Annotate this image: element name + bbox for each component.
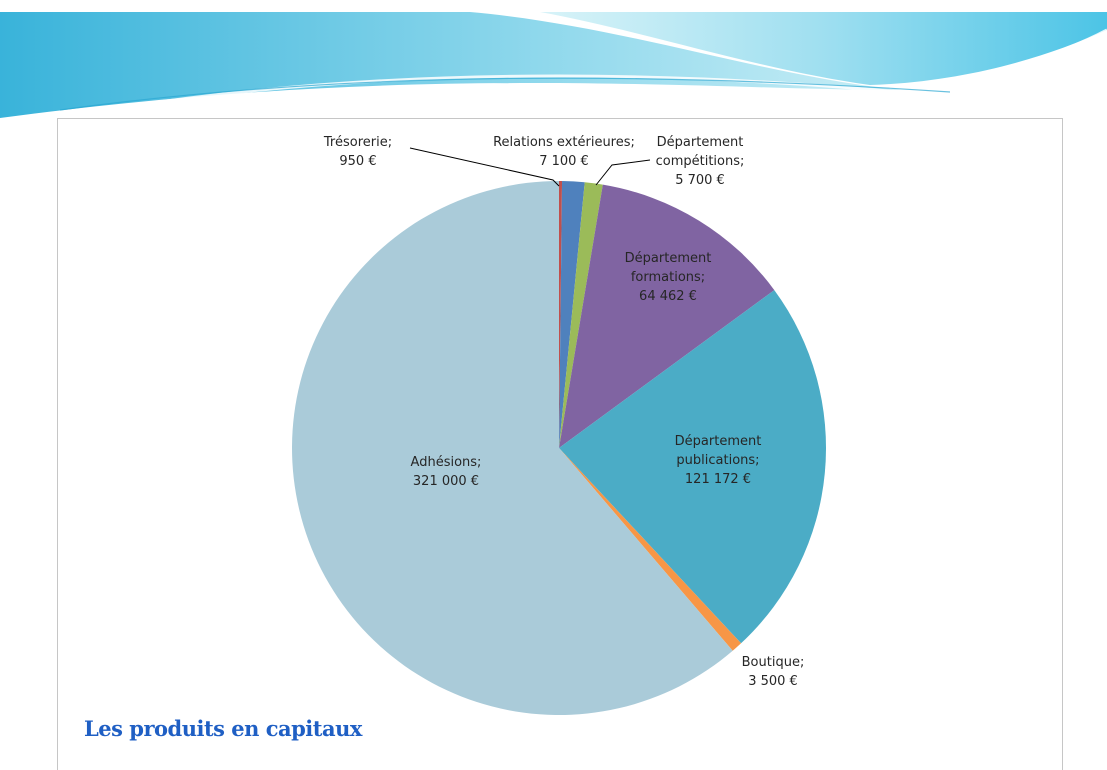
slice-label-line: 64 462 € (639, 289, 697, 304)
pie-slice-publications (559, 290, 827, 644)
slice-label-line: publications; (676, 453, 759, 468)
slice-label-line: 121 172 € (685, 472, 751, 487)
slice-label-line: Département (657, 135, 744, 150)
slice-label-boutique: Boutique; 3 500 € (742, 655, 805, 689)
slice-label-line: Adhésions; (411, 455, 482, 470)
slice-label-line: 3 500 € (748, 674, 798, 689)
leader-line-competitions (595, 159, 651, 186)
header-streak (19, 28, 1107, 127)
slice-label-adhesions: Adhésions; 321 000 € (411, 455, 482, 489)
header-streak-blue (59, 77, 951, 111)
slice-label-tresorerie: Trésorerie; 950 € (323, 135, 392, 169)
slice-label-formations: Département formations; 64 462 € (625, 251, 712, 304)
slice-label-line: Relations extérieures; (493, 135, 635, 150)
slice-label-line: Trésorerie; (323, 135, 392, 150)
slice-label-competitions: Département compétitions; 5 700 € (656, 135, 745, 188)
leader-lines (409, 147, 651, 187)
slice-label-line: 7 100 € (539, 154, 589, 169)
pie-slice-boutique (559, 448, 742, 651)
slice-labels: Trésorerie; 950 € Relations extérieures; 7 … (323, 135, 804, 689)
slide-title: Les produits en capitaux (84, 716, 362, 741)
slice-label-relations: Relations extérieures; 7 100 € (493, 135, 635, 169)
pie-slice-formations (559, 184, 775, 448)
slice-label-line: Boutique; (742, 655, 805, 670)
leader-line-tresorerie (409, 147, 560, 187)
slice-label-line: 950 € (339, 154, 376, 169)
slice-label-line: 321 000 € (413, 474, 479, 489)
slice-label-line: formations; (631, 270, 705, 285)
slice-label-line: compétitions; (656, 154, 745, 169)
pie-slice-competitions (559, 182, 603, 449)
slice-label-line: Département (625, 251, 712, 266)
slice-label-publications: Département publications; 121 172 € (675, 434, 762, 487)
header-decoration (0, 12, 1107, 127)
header-wave-right (540, 12, 1107, 85)
pie-slices (292, 181, 827, 715)
slice-label-line: 5 700 € (675, 173, 725, 188)
slice-label-line: Département (675, 434, 762, 449)
pie-slice-relations (559, 181, 585, 448)
pie-slice-tresorerie (559, 181, 563, 448)
pie-slice-adhesions (292, 181, 733, 715)
